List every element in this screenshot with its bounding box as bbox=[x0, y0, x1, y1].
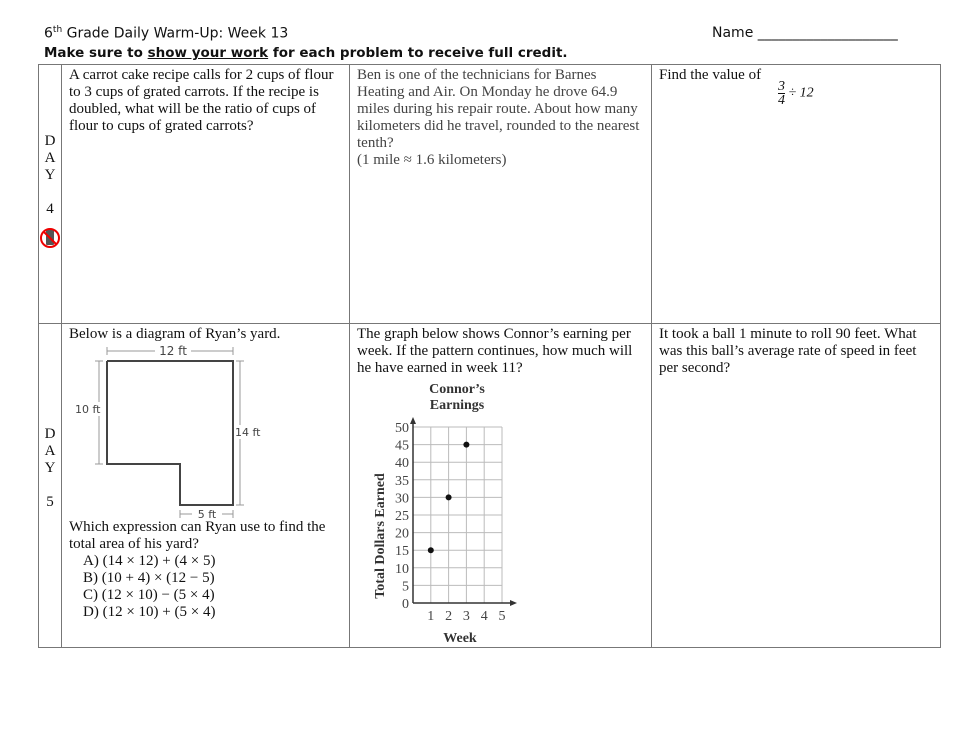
option-a[interactable]: A) (14 × 12) + (4 × 5) bbox=[83, 553, 216, 569]
x-tick-label: 3 bbox=[463, 609, 470, 624]
yard-right-label: 14 ft bbox=[235, 426, 261, 439]
day4-problem-3: Find the value of bbox=[651, 64, 941, 324]
yard-diagram: 12 ft 10 ft 14 ft 5 ft bbox=[75, 344, 265, 521]
y-tick-label: 5 bbox=[402, 579, 409, 594]
data-point bbox=[463, 441, 470, 448]
yard-top-label: 12 ft bbox=[159, 344, 187, 358]
y-tick-label: 50 bbox=[395, 421, 409, 436]
y-tick-label: 10 bbox=[395, 562, 409, 577]
y-tick-label: 40 bbox=[395, 456, 409, 471]
y-tick-label: 45 bbox=[395, 439, 409, 454]
y-axis-label: Total Dollars Earned bbox=[373, 473, 388, 599]
day5-problem-1: Below is a diagram of Ryan’s yard. Which… bbox=[61, 323, 350, 648]
yard-left-label: 10 ft bbox=[75, 403, 101, 416]
x-tick-label: 4 bbox=[481, 609, 488, 624]
y-tick-label: 0 bbox=[402, 597, 409, 612]
y-axis-arrow bbox=[410, 417, 416, 424]
y-tick-label: 35 bbox=[395, 474, 409, 489]
instructions: Make sure to show your work for each pro… bbox=[44, 45, 568, 61]
option-b[interactable]: B) (10 + 4) × (12 − 5) bbox=[83, 570, 215, 586]
y-tick-label: 20 bbox=[395, 527, 409, 542]
day5-problem-2: The graph below shows Connor’s earning p… bbox=[349, 323, 652, 648]
x-tick-label: 2 bbox=[445, 609, 452, 624]
data-point bbox=[445, 494, 452, 501]
yard-shape bbox=[106, 360, 234, 506]
x-tick-label: 1 bbox=[427, 609, 434, 624]
day4-problem-1: A carrot cake recipe calls for 2 cups of… bbox=[61, 64, 350, 324]
day5-problem-3: It took a ball 1 minute to roll 90 feet.… bbox=[651, 323, 941, 648]
x-tick-label: 5 bbox=[499, 609, 506, 624]
x-axis-arrow bbox=[510, 600, 517, 606]
option-d[interactable]: D) (12 × 10) + (5 × 4) bbox=[83, 604, 216, 620]
y-tick-label: 15 bbox=[395, 544, 409, 559]
x-axis-label: Week bbox=[443, 631, 477, 646]
chart-title-2: Earnings bbox=[430, 398, 485, 413]
day4-problem-2: Ben is one of the technicians for Barnes… bbox=[349, 64, 652, 324]
chart-title-1: Connor’s bbox=[429, 382, 485, 397]
name-field[interactable]: Name ____________________ bbox=[712, 25, 898, 41]
yard-bottom-label: 5 ft bbox=[198, 508, 217, 521]
option-c[interactable]: C) (12 × 10) − (5 × 4) bbox=[83, 587, 215, 603]
worksheet-title: 6th Grade Daily Warm-Up: Week 13 bbox=[44, 25, 289, 42]
y-tick-label: 30 bbox=[395, 491, 409, 506]
y-tick-label: 25 bbox=[395, 509, 409, 524]
connors-earnings-chart: Connor’s Earnings Total Dollars Earned W… bbox=[373, 382, 517, 646]
no-phone-icon bbox=[40, 228, 60, 248]
data-point bbox=[427, 547, 434, 554]
